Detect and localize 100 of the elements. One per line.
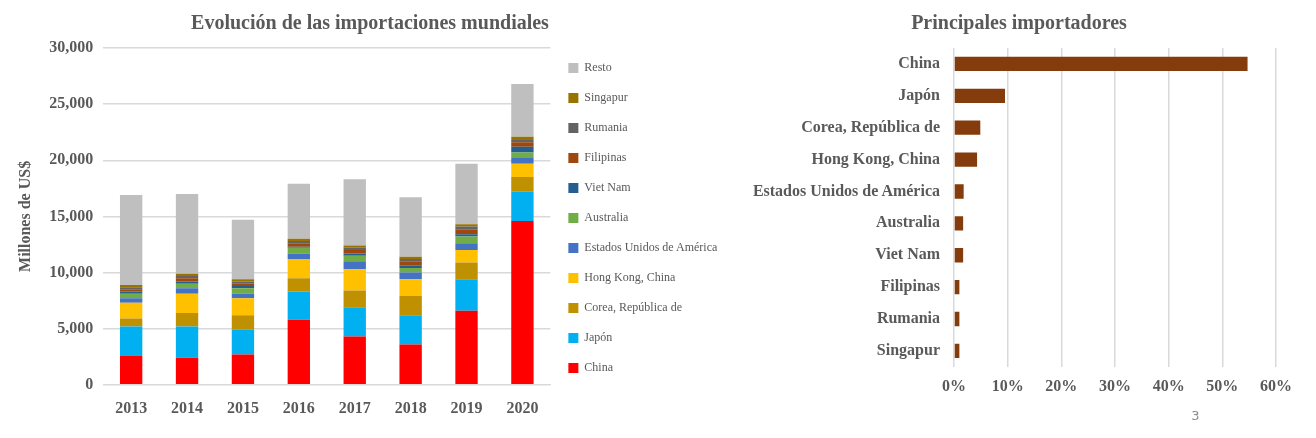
bar bbox=[399, 296, 422, 316]
bar bbox=[175, 288, 199, 294]
legend-label: Viet Nam bbox=[584, 180, 632, 195]
legend-label: Corea, República de bbox=[584, 300, 683, 315]
x-tick-label: 2014 bbox=[171, 398, 204, 416]
x-tick-label: 60% bbox=[1260, 376, 1292, 394]
y-tick-label: 30,000 bbox=[49, 38, 94, 56]
bar bbox=[175, 326, 199, 358]
y-tick-label: 10,000 bbox=[49, 262, 94, 280]
bar bbox=[455, 279, 478, 311]
y-tick-label: Hong Kong, China bbox=[811, 149, 941, 168]
bar bbox=[287, 253, 311, 260]
bar bbox=[287, 319, 311, 385]
bar bbox=[287, 183, 311, 239]
legend-label: China bbox=[584, 360, 614, 375]
bar bbox=[455, 310, 478, 385]
bar bbox=[455, 250, 478, 263]
bar bbox=[455, 236, 478, 244]
bar bbox=[399, 344, 422, 385]
bar bbox=[343, 290, 366, 308]
chart-title: Evolución de las importaciones mundiales bbox=[191, 11, 550, 35]
bar bbox=[399, 268, 422, 273]
bar bbox=[119, 326, 143, 356]
y-tick-label: Estados Unidos de América bbox=[752, 181, 941, 199]
bar bbox=[287, 259, 311, 279]
bar bbox=[511, 136, 534, 141]
bar bbox=[455, 163, 478, 225]
bar bbox=[119, 298, 143, 303]
x-tick-label: 2018 bbox=[394, 398, 427, 416]
bar bbox=[511, 163, 534, 178]
bar bbox=[119, 195, 143, 285]
x-tick-label: 2020 bbox=[506, 398, 539, 416]
x-tick-label: 40% bbox=[1152, 376, 1185, 394]
bar bbox=[399, 197, 422, 257]
legend-label: Filipinas bbox=[584, 150, 627, 165]
bar bbox=[511, 146, 534, 153]
y-tick-label: 25,000 bbox=[49, 94, 94, 112]
x-tick-label: 10% bbox=[991, 376, 1024, 394]
bar bbox=[511, 83, 534, 137]
legend-label: Hong Kong, China bbox=[584, 270, 677, 285]
bar bbox=[343, 179, 366, 246]
x-tick-label: 50% bbox=[1206, 376, 1239, 394]
bar bbox=[231, 354, 255, 385]
x-tick-label: 20% bbox=[1045, 376, 1078, 394]
bar bbox=[287, 278, 311, 292]
bar bbox=[455, 234, 478, 237]
bar bbox=[511, 152, 534, 159]
chart-title: Principales importadores bbox=[911, 11, 1128, 35]
bar bbox=[175, 293, 199, 313]
bar bbox=[954, 120, 981, 135]
bar bbox=[119, 302, 143, 319]
bar bbox=[511, 220, 534, 385]
y-tick-label: Corea, República de bbox=[801, 117, 941, 136]
legend-label: Resto bbox=[584, 60, 612, 75]
y-tick-label: Rumania bbox=[876, 309, 941, 327]
y-tick-label: Japón bbox=[898, 85, 941, 104]
text: 3 bbox=[1191, 408, 1200, 423]
bar bbox=[343, 269, 366, 291]
bar bbox=[231, 329, 255, 355]
bar bbox=[231, 315, 255, 330]
y-tick-label: 15,000 bbox=[49, 206, 94, 224]
bar bbox=[511, 158, 534, 164]
x-tick-label: 2019 bbox=[450, 398, 483, 416]
legend-label: Japón bbox=[584, 330, 613, 345]
bar bbox=[511, 177, 534, 192]
y-tick-label: Singapur bbox=[876, 341, 941, 359]
bar bbox=[954, 56, 1248, 72]
bar bbox=[511, 191, 534, 221]
x-tick-label: 2016 bbox=[282, 398, 315, 416]
bar bbox=[399, 315, 422, 345]
bar bbox=[455, 262, 478, 280]
bar bbox=[954, 88, 1005, 103]
legend-label: Rumania bbox=[584, 120, 629, 135]
y-tick-label: 20,000 bbox=[49, 150, 94, 168]
y-tick-label: 0 bbox=[85, 374, 94, 392]
bar bbox=[287, 291, 311, 320]
legend-label: Estados Unidos de América bbox=[584, 240, 719, 255]
legend-label: Singapur bbox=[584, 90, 628, 105]
bar bbox=[343, 307, 366, 337]
bar bbox=[175, 193, 199, 274]
y-tick-label: 5,000 bbox=[57, 318, 94, 336]
y-tick-label: China bbox=[898, 54, 941, 72]
bar bbox=[511, 142, 534, 147]
bar bbox=[455, 229, 478, 235]
x-tick-label: 2015 bbox=[226, 398, 259, 416]
bar bbox=[175, 312, 199, 327]
bar bbox=[231, 288, 255, 294]
y-tick-label: Filipinas bbox=[880, 277, 941, 296]
bar bbox=[511, 140, 534, 143]
bar bbox=[954, 184, 964, 199]
bar bbox=[399, 279, 422, 297]
bar bbox=[119, 355, 143, 385]
bar bbox=[954, 152, 978, 167]
bar bbox=[175, 357, 199, 385]
bar bbox=[954, 216, 964, 231]
bar bbox=[343, 261, 366, 270]
bar bbox=[231, 298, 255, 316]
y-axis-title: Millones de US$ bbox=[15, 160, 33, 272]
legend-label: Australia bbox=[584, 210, 630, 225]
bar bbox=[399, 265, 422, 269]
